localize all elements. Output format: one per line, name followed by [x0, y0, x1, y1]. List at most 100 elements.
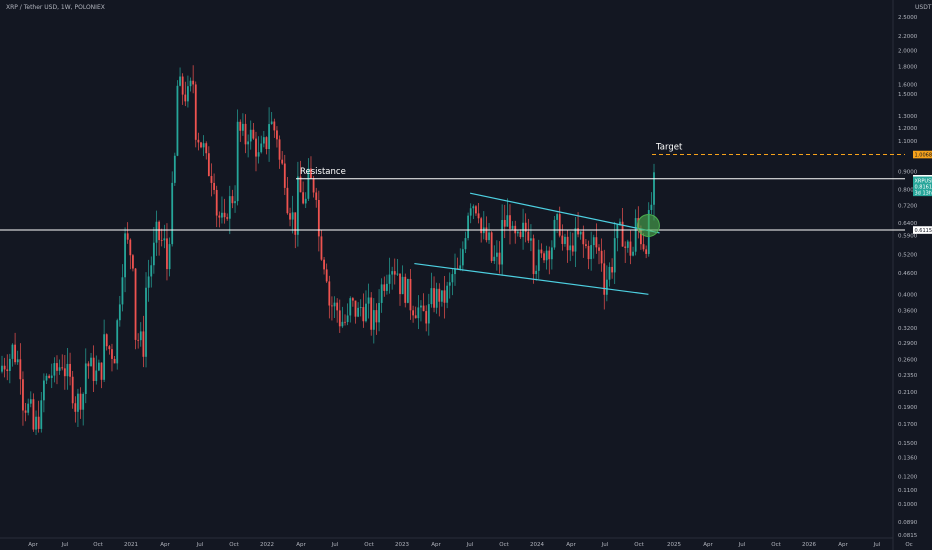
- x-tick-label: Oct: [229, 542, 239, 548]
- candle-body: [365, 303, 367, 322]
- candle-body: [420, 305, 422, 308]
- candle-body: [561, 235, 564, 244]
- candle-body: [315, 192, 318, 200]
- candle-body: [336, 302, 339, 311]
- breakout-circle[interactable]: [636, 214, 660, 238]
- candle-body: [126, 233, 129, 240]
- candle-body: [111, 349, 113, 359]
- candle-body: [372, 310, 375, 330]
- candle-body: [574, 228, 577, 252]
- candle-body: [349, 298, 352, 316]
- candle-body: [454, 268, 456, 275]
- x-tick-label: Oct: [771, 542, 781, 548]
- candle-body: [417, 307, 420, 319]
- candle-body: [221, 212, 223, 218]
- candle-body: [590, 245, 593, 260]
- candle-body: [207, 153, 210, 177]
- candle-body: [265, 137, 268, 150]
- candle-body: [173, 155, 176, 183]
- x-tick-label: 2021: [124, 542, 138, 548]
- price-badge-text: XRPUSDT: [915, 178, 932, 184]
- candle-body: [587, 245, 590, 260]
- candle-body: [464, 238, 467, 250]
- candle-body: [490, 232, 493, 261]
- candle-body: [113, 358, 116, 364]
- candle-body: [585, 244, 587, 246]
- candle-body: [6, 369, 9, 371]
- candle-body: [8, 358, 11, 371]
- x-tick-label: Oct: [93, 542, 103, 548]
- candle-body: [139, 331, 142, 341]
- candle-body: [388, 274, 391, 284]
- y-tick-label: 0.1360: [898, 456, 918, 462]
- candle-body: [378, 302, 380, 323]
- y-tick-label: 0.3200: [898, 326, 918, 332]
- candle-body: [592, 237, 595, 246]
- candle-body: [509, 215, 511, 229]
- candle-body: [40, 400, 43, 429]
- candle-body: [642, 244, 645, 250]
- y-tick-label: 0.7200: [898, 203, 918, 209]
- candle-body: [249, 129, 252, 142]
- candle-body: [124, 233, 126, 278]
- candle-body: [579, 231, 582, 235]
- y-tick-label: 0.6400: [898, 221, 918, 227]
- candle-body: [27, 403, 30, 413]
- price-badge-text: 0.6115: [915, 228, 932, 234]
- candle-body: [103, 334, 106, 380]
- price-badge-text: 0.8161: [915, 184, 932, 190]
- candle-body: [412, 310, 415, 316]
- candle-body: [22, 379, 24, 411]
- y-tick-label: 0.9000: [898, 170, 918, 176]
- candle-body: [598, 247, 600, 251]
- price-badge: XRPUSDT: [913, 176, 932, 184]
- candle-body: [396, 273, 399, 275]
- candle-body: [299, 176, 302, 193]
- candle-body: [480, 218, 483, 234]
- x-tick-label: Oct: [634, 542, 644, 548]
- candle-body: [121, 277, 124, 305]
- candle-body: [595, 237, 598, 248]
- candle-body: [359, 307, 362, 308]
- candle-body: [286, 187, 289, 214]
- y-tick-label: 0.3600: [898, 308, 918, 314]
- candle-body: [241, 123, 244, 131]
- candle-body: [228, 196, 231, 219]
- candle-body: [409, 278, 412, 311]
- candle-body: [367, 297, 370, 304]
- candle-body: [401, 276, 404, 295]
- x-tick-label: Oc: [905, 542, 912, 548]
- candle-body: [427, 304, 430, 324]
- candle-body: [56, 363, 58, 371]
- channel-trendline[interactable]: [469, 192, 660, 234]
- candle-body: [640, 229, 642, 245]
- candle-body: [210, 176, 213, 183]
- candle-body: [448, 282, 451, 286]
- candle-body: [543, 253, 545, 261]
- candle-body: [634, 218, 637, 252]
- candle-body: [152, 242, 155, 266]
- candle-body: [624, 246, 627, 248]
- candle-body: [142, 331, 145, 357]
- channel-trendline[interactable]: [414, 262, 649, 295]
- y-tick-label: 0.1200: [898, 475, 918, 481]
- candle-body: [535, 270, 538, 275]
- candle-body: [160, 240, 163, 241]
- candle-body: [158, 221, 161, 241]
- candle-body: [270, 121, 273, 125]
- candle-body: [129, 239, 132, 256]
- x-tick-label: Oct: [499, 542, 509, 548]
- candle-body: [506, 215, 509, 227]
- candle-body: [14, 344, 16, 363]
- candle-body: [257, 152, 260, 157]
- candle-body: [116, 320, 119, 364]
- candle-body: [273, 121, 276, 131]
- candle-body: [472, 206, 475, 209]
- y-tick-label: 1.1000: [898, 139, 918, 145]
- candle-body: [548, 250, 551, 260]
- y-tick-label: 0.2900: [898, 341, 918, 347]
- candle-body: [362, 307, 365, 322]
- candle-body: [537, 249, 540, 271]
